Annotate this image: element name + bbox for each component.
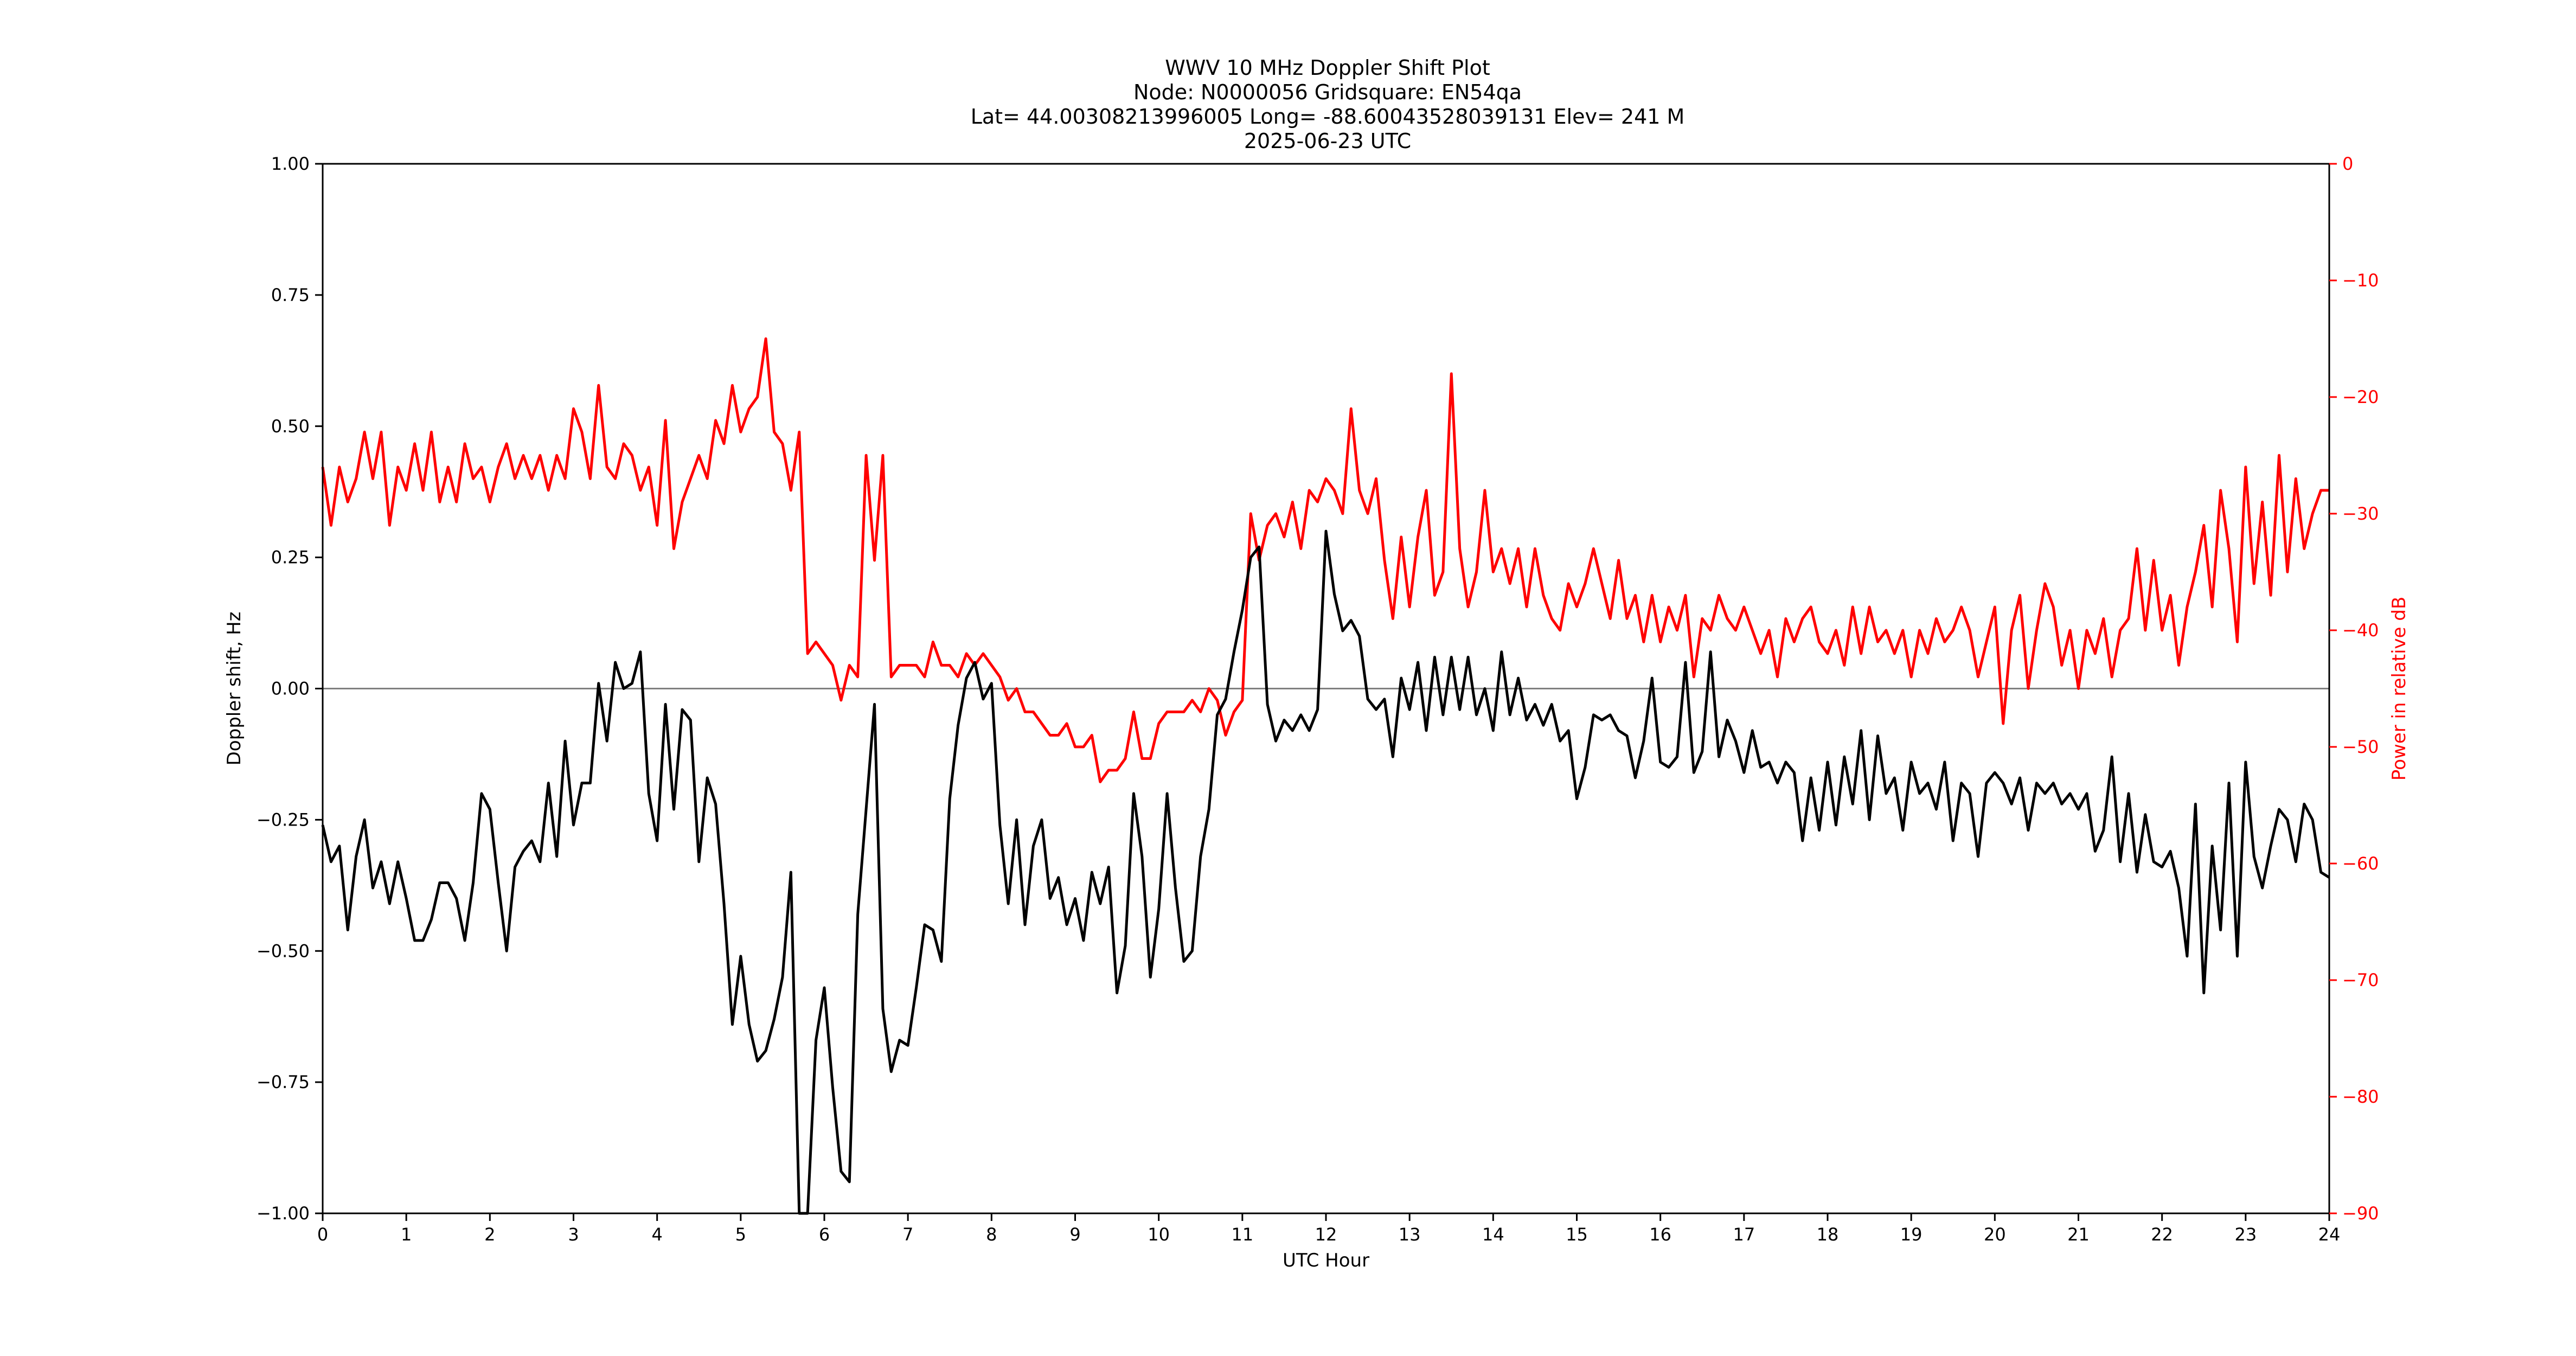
right-y-tick-label: −40 [2342,620,2379,641]
x-tick-label: 1 [401,1224,412,1245]
right-y-tick-label: 0 [2342,153,2353,174]
x-tick-label: 8 [986,1224,997,1245]
left-y-axis-label: Doppler shift, Hz [223,612,245,766]
x-tick-label: 0 [317,1224,328,1245]
right-y-tick-label: −10 [2342,270,2379,291]
left-y-tick-label: 0.00 [271,679,310,699]
x-tick-label: 19 [1900,1224,1923,1245]
right-y-tick-label: −50 [2342,737,2379,757]
x-tick-label: 6 [819,1224,830,1245]
left-y-axis-ticks: 1.00 0.75 0.50 0.25 0.00 −0.25 −0.50 −0.75 −1.00 [257,153,323,1224]
subtitle-location-line: Lat= 44.00308213996005 Long= -88.6004352… [971,105,1685,129]
left-y-tick-label: −0.50 [257,941,310,961]
right-y-tick-label: −90 [2342,1203,2379,1224]
x-axis-label: UTC Hour [1283,1250,1369,1271]
subtitle-date-line: 2025-06-23 UTC [1244,129,1411,153]
x-tick-label: 12 [1315,1224,1337,1245]
x-tick-label: 13 [1399,1224,1421,1245]
right-y-tick-label: −60 [2342,853,2379,874]
doppler-series-line [321,529,2330,1215]
right-y-tick-label: −70 [2342,970,2379,990]
x-tick-label: 9 [1069,1224,1080,1245]
x-tick-label: 17 [1733,1224,1755,1245]
x-tick-label: 2 [484,1224,495,1245]
left-y-tick-label: −0.25 [257,809,310,830]
x-tick-label: 11 [1231,1224,1253,1245]
x-tick-label: 24 [2318,1224,2341,1245]
power-series-line [321,337,2329,783]
subtitle-node-line: Node: N0000056 Gridsquare: EN54qa [1133,80,1522,104]
x-tick-label: 20 [1984,1224,2006,1245]
x-tick-label: 15 [1566,1224,1588,1245]
left-y-tick-label: 1.00 [271,153,310,174]
title-line: WWV 10 MHz Doppler Shift Plot [1165,56,1490,80]
x-tick-label: 18 [1817,1224,1839,1245]
x-axis-ticks: 0 1 2 3 4 5 6 7 8 9 10 11 12 13 14 15 16 17 18 19 20 21 22 23 24 [317,1213,2341,1245]
x-tick-label: 14 [1482,1224,1504,1245]
x-tick-label: 10 [1148,1224,1170,1245]
right-y-axis-ticks: 0 −10 −20 −30 −40 −50 −60 −70 −80 −90 [2329,153,2379,1224]
x-tick-label: 4 [651,1224,662,1245]
x-tick-label: 23 [2234,1224,2257,1245]
chart-title: WWV 10 MHz Doppler Shift Plot Node: N000… [971,56,1685,153]
right-y-axis-label: Power in relative dB [2388,597,2410,781]
x-tick-label: 3 [568,1224,579,1245]
x-tick-label: 7 [902,1224,913,1245]
x-tick-label: 16 [1649,1224,1671,1245]
left-y-tick-label: 0.25 [271,547,310,568]
x-tick-label: 22 [2151,1224,2173,1245]
left-y-tick-label: 0.75 [271,285,310,305]
x-tick-label: 5 [735,1224,746,1245]
right-y-tick-label: −80 [2342,1086,2379,1107]
right-y-tick-label: −20 [2342,387,2379,407]
left-y-tick-label: 0.50 [271,416,310,437]
left-y-tick-label: −0.75 [257,1072,310,1092]
right-y-tick-label: −30 [2342,503,2379,524]
x-tick-label: 21 [2067,1224,2090,1245]
left-y-tick-label: −1.00 [257,1203,310,1224]
